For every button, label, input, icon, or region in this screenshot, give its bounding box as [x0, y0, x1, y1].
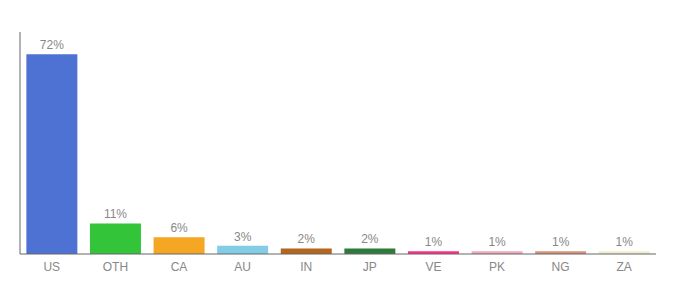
- svg-text:6%: 6%: [170, 221, 188, 235]
- svg-text:2%: 2%: [298, 232, 316, 246]
- svg-text:1%: 1%: [616, 235, 634, 249]
- svg-text:JP: JP: [363, 260, 377, 274]
- svg-text:1%: 1%: [425, 235, 443, 249]
- svg-text:US: US: [43, 260, 60, 274]
- svg-text:IN: IN: [300, 260, 312, 274]
- svg-text:11%: 11%: [104, 207, 127, 221]
- svg-text:1%: 1%: [552, 235, 570, 249]
- svg-text:CA: CA: [171, 260, 188, 274]
- svg-text:AU: AU: [234, 260, 251, 274]
- svg-text:VE: VE: [425, 260, 441, 274]
- svg-text:2%: 2%: [361, 232, 379, 246]
- svg-text:PK: PK: [489, 260, 505, 274]
- svg-text:72%: 72%: [40, 38, 64, 52]
- svg-text:3%: 3%: [234, 230, 252, 244]
- svg-text:OTH: OTH: [103, 260, 128, 274]
- svg-text:1%: 1%: [488, 235, 506, 249]
- svg-text:NG: NG: [552, 260, 570, 274]
- svg-text:ZA: ZA: [617, 260, 632, 274]
